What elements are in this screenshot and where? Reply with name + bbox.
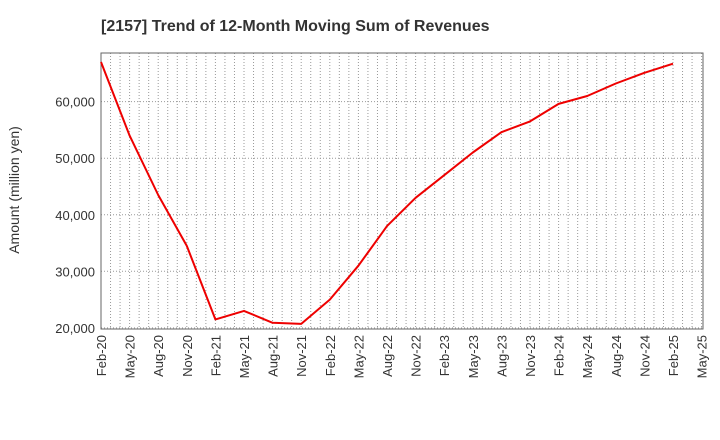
y-axis-ticks: 20,000 30,000 40,000 50,000 60,000: [55, 95, 95, 336]
x-tick-label-1: May-20: [123, 335, 138, 378]
y-tick-label-1: 30,000: [55, 264, 95, 279]
x-tick-label-9: May-22: [351, 335, 366, 378]
x-axis-ticks: Feb-20 May-20 Aug-20 Nov-20 Feb-21 May-21 Aug-…: [94, 335, 710, 378]
x-tick-label-3: Nov-20: [180, 335, 195, 377]
series-group: [100, 61, 674, 325]
x-tick-label-11: Nov-22: [409, 335, 424, 377]
chart-title: [2157] Trend of 12-Month Moving Sum of R…: [101, 18, 490, 35]
y-tick-label-4: 60,000: [55, 95, 95, 110]
x-tick-label-15: Nov-23: [523, 335, 538, 377]
x-tick-label-8: Feb-22: [323, 335, 338, 376]
x-tick-label-21: May-25: [695, 335, 710, 378]
series-line-0: [100, 61, 674, 325]
x-tick-label-20: Feb-25: [666, 335, 681, 376]
x-tick-label-12: Feb-23: [437, 335, 452, 376]
x-tick-label-19: Nov-24: [637, 335, 652, 377]
y-axis-label: Amount (million yen): [6, 126, 22, 254]
x-tick-label-16: Feb-24: [552, 335, 567, 376]
grid-lines: [101, 53, 703, 329]
x-tick-label-0: Feb-20: [94, 335, 109, 376]
y-tick-label-2: 40,000: [55, 208, 95, 223]
plot-frame: [100, 52, 704, 330]
x-tick-label-13: May-23: [466, 335, 481, 378]
x-tick-label-2: Aug-20: [151, 335, 166, 377]
x-tick-label-18: Aug-24: [609, 335, 624, 377]
x-tick-label-17: May-24: [580, 335, 595, 378]
y-tick-label-0: 20,000: [55, 321, 95, 336]
x-tick-label-5: May-21: [237, 335, 252, 378]
x-tick-label-10: Aug-22: [380, 335, 395, 377]
x-tick-label-7: Nov-21: [294, 335, 309, 377]
x-tick-label-4: Feb-21: [208, 335, 223, 376]
plot-background: [101, 53, 703, 329]
y-tick-label-3: 50,000: [55, 151, 95, 166]
x-tick-label-14: Aug-23: [494, 335, 509, 377]
x-tick-label-6: Aug-21: [266, 335, 281, 377]
